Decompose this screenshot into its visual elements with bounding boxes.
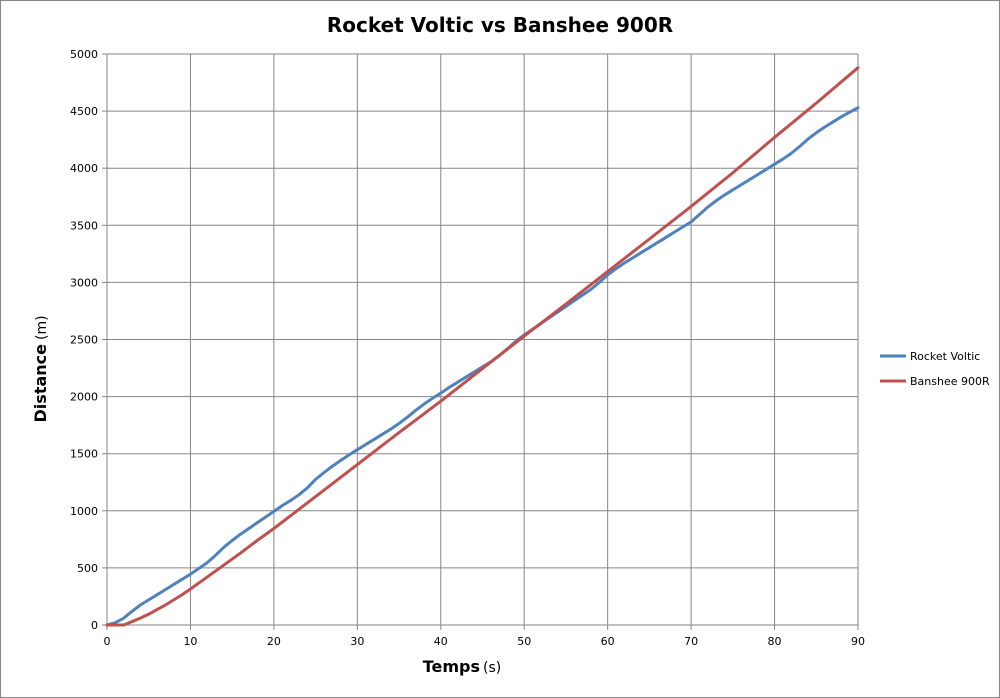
x-tick-label: 0	[104, 635, 111, 648]
x-tick-label: 50	[517, 635, 531, 648]
x-tick-label: 60	[601, 635, 615, 648]
x-tick-label: 90	[851, 635, 865, 648]
x-tick-label: 70	[684, 635, 698, 648]
y-tick-label: 1000	[70, 505, 98, 518]
y-tick-label: 0	[91, 619, 98, 632]
x-tick-labels: 0 10 20 30 40 50 60 70 80 90	[104, 635, 866, 648]
series-line-rocket-voltic	[105, 106, 860, 627]
series-lines	[105, 66, 860, 627]
x-tick-label: 20	[267, 635, 281, 648]
y-tick-labels: 0 500 1000 1500 2000 2500 3000 3500 4000 4500 5000	[70, 48, 98, 632]
y-tick-label: 2000	[70, 391, 98, 404]
y-tick-label: 4000	[70, 162, 98, 175]
legend-label-rocket-voltic: Rocket Voltic	[910, 350, 980, 363]
y-tick-label: 1500	[70, 448, 98, 461]
legend: Rocket Voltic Banshee 900R	[880, 350, 990, 388]
y-tick-label: 5000	[70, 48, 98, 61]
x-tick-label: 30	[350, 635, 364, 648]
legend-label-banshee-900r: Banshee 900R	[910, 375, 990, 388]
x-axis-unit: (s)	[483, 660, 501, 676]
series-line-banshee-900r	[105, 66, 860, 627]
x-tick-label: 40	[434, 635, 448, 648]
x-tick-label: 80	[768, 635, 782, 648]
grid-lines	[106, 53, 859, 626]
y-axis-label: Distance	[31, 344, 50, 423]
y-tick-label: 3500	[70, 219, 98, 232]
y-axis-label-group: Distance (m)	[31, 315, 50, 422]
y-tick-label: 500	[77, 562, 98, 575]
axes	[102, 53, 859, 630]
y-axis-unit: (m)	[34, 315, 50, 340]
y-tick-label: 3000	[70, 276, 98, 289]
x-axis-label: Temps	[423, 657, 480, 676]
y-tick-label: 4500	[70, 105, 98, 118]
chart-title: Rocket Voltic vs Banshee 900R	[327, 13, 673, 37]
y-tick-label: 2500	[70, 334, 98, 347]
x-tick-label: 10	[183, 635, 197, 648]
